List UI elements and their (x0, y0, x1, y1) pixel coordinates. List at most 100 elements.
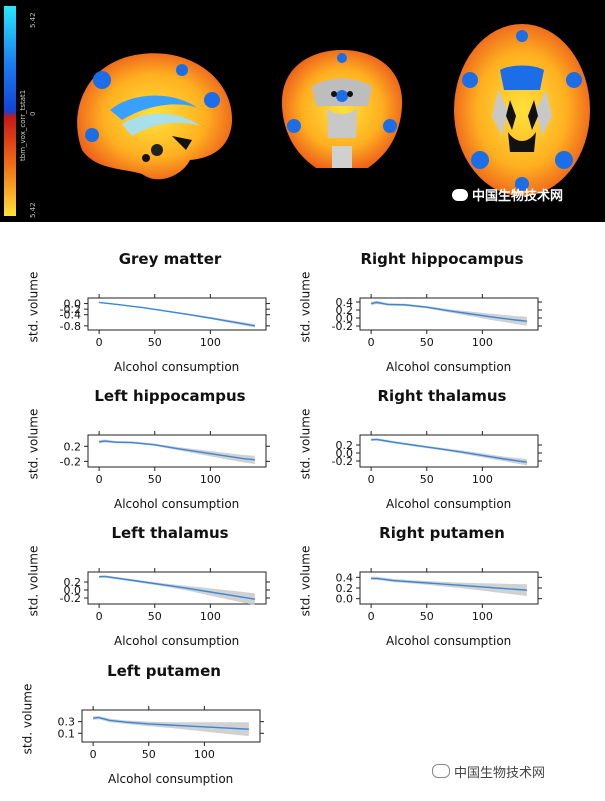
chart-left-hippocampus: Left hippocampus std. volume Alcohol consu… (26, 387, 300, 517)
chart-left-putamen: Left putamen std. volume Alcohol consumpti… (20, 662, 294, 792)
y-tick-label: -0.2 (60, 455, 81, 468)
y-tick-label: 0.3 (58, 716, 76, 729)
y-tick-label: 0.0 (64, 298, 82, 311)
x-tick-label: 50 (420, 610, 434, 623)
y-tick-label: 0.0 (336, 447, 354, 460)
chart-svg: 0 50 100 0.20.0-0.2 (60, 568, 270, 623)
y-axis-label: std. volume (298, 545, 313, 617)
x-tick-label: 50 (142, 748, 156, 761)
confidence-band (99, 575, 255, 606)
chart-title: Left thalamus (111, 524, 229, 542)
colorbar-mid-label: 0 (29, 111, 37, 116)
x-tick-label: 100 (194, 748, 215, 761)
x-tick-label: 50 (148, 610, 162, 623)
x-tick-label: 50 (420, 473, 434, 486)
chart-title: Left putamen (107, 662, 221, 680)
fit-line (93, 716, 249, 730)
colorbar-top-label: 5.42 (29, 12, 37, 28)
watermark-top-text: 中国生物技术网 (472, 189, 564, 204)
chart-title: Right hippocampus (360, 250, 524, 268)
y-axis-label: std. volume (298, 408, 313, 480)
chart-grey-matter: Grey matter std. volume Alcohol consumptio… (26, 250, 300, 380)
colorbar-gradient (4, 6, 16, 216)
y-tick-label: 0.2 (64, 576, 82, 589)
sagittal-slice-image (77, 53, 233, 180)
colorbar-title: tbm_vox_corr_tstat1 (19, 89, 27, 161)
chart-title: Right putamen (379, 524, 505, 542)
x-tick-label: 0 (368, 610, 375, 623)
chart-right-hippocampus: Right hippocampus std. volume Alcohol cons… (298, 250, 572, 380)
watermark-bottom-text: 中国生物技术网 (454, 766, 546, 781)
y-tick-label: 0.1 (58, 727, 76, 740)
chart-right-putamen: Right putamen std. volume Alcohol consumpt… (298, 524, 572, 654)
x-tick-label: 50 (420, 336, 434, 349)
y-tick-label: -0.2 (60, 303, 81, 316)
coronal-slice-image (281, 50, 403, 168)
colorbar: 5.42 0 5.42 tbm_vox_corr_tstat1 (4, 6, 38, 218)
y-tick-label: -0.4 (60, 309, 81, 322)
y-tick-label: 0.2 (336, 439, 354, 452)
y-axis-label: std. volume (26, 545, 41, 617)
plot-frame (359, 297, 539, 331)
y-tick-label: 0.4 (336, 571, 354, 584)
y-tick-label: -0.2 (332, 320, 353, 333)
watermark-top: 中国生物技术网 (452, 185, 563, 204)
plot-frame (87, 571, 267, 605)
watermark-bottom: 中国生物技术网 (432, 762, 545, 781)
chart-title: Grey matter (118, 250, 222, 268)
chart-svg: 0 50 100 0.2 -0.2 (60, 431, 270, 486)
y-tick-label: 0.0 (336, 312, 354, 325)
plot-frame (359, 434, 539, 468)
x-tick-label: 0 (368, 473, 375, 486)
fit-line (99, 440, 255, 461)
y-axis-label: std. volume (298, 271, 313, 343)
fit-line (371, 577, 527, 591)
x-tick-label: 0 (90, 748, 97, 761)
x-axis-label: Alcohol consumption (386, 634, 512, 648)
x-tick-label: 50 (148, 473, 162, 486)
x-tick-label: 0 (368, 336, 375, 349)
plot-frame (87, 434, 267, 468)
x-tick-label: 100 (472, 336, 493, 349)
wechat-icon (432, 764, 450, 778)
plot-frame (81, 709, 261, 743)
plot-frame (87, 297, 267, 331)
x-axis-label: Alcohol consumption (386, 497, 512, 511)
x-axis-label: Alcohol consumption (114, 360, 240, 374)
x-tick-label: 100 (200, 336, 221, 349)
colorbar-bottom-label: 5.42 (29, 202, 37, 218)
y-tick-label: -0.2 (332, 455, 353, 468)
brain-imaging-panel: 5.42 0 5.42 tbm_vox_corr_tstat1 (0, 0, 605, 222)
chart-left-thalamus: Left thalamus std. volume Alcohol consumpt… (26, 524, 300, 654)
y-axis-label: std. volume (26, 271, 41, 343)
chart-title: Right thalamus (377, 387, 507, 405)
x-tick-label: 0 (96, 473, 103, 486)
chart-title: Left hippocampus (94, 387, 246, 405)
x-tick-label: 100 (200, 610, 221, 623)
x-tick-label: 100 (472, 610, 493, 623)
chart-svg: 0 50 100 0.30.1 (58, 706, 264, 761)
x-tick-label: 50 (148, 336, 162, 349)
fit-line (371, 438, 527, 463)
x-axis-label: Alcohol consumption (108, 772, 234, 786)
x-tick-label: 100 (200, 473, 221, 486)
x-tick-label: 0 (96, 610, 103, 623)
axial-slice-image (454, 24, 590, 196)
fit-line (370, 301, 527, 322)
y-axis-label: std. volume (20, 683, 35, 755)
y-tick-label: 0.0 (64, 584, 82, 597)
x-axis-label: Alcohol consumption (386, 360, 512, 374)
y-tick-label: 0.2 (336, 304, 354, 317)
x-axis-label: Alcohol consumption (114, 634, 240, 648)
confidence-band (93, 715, 249, 737)
chart-svg: 0 50 100 0.40.20.0-0.2 (332, 294, 542, 349)
y-tick-label: -0.8 (60, 320, 81, 333)
x-tick-label: 100 (472, 473, 493, 486)
y-tick-label: 0.0 (336, 593, 354, 606)
x-tick-label: 0 (96, 336, 103, 349)
y-axis-label: std. volume (26, 408, 41, 480)
confidence-band (371, 300, 527, 326)
chart-right-thalamus: Right thalamus std. volume Alcohol consump… (298, 387, 572, 517)
fit-line (99, 301, 255, 327)
y-tick-label: -0.2 (60, 592, 81, 605)
